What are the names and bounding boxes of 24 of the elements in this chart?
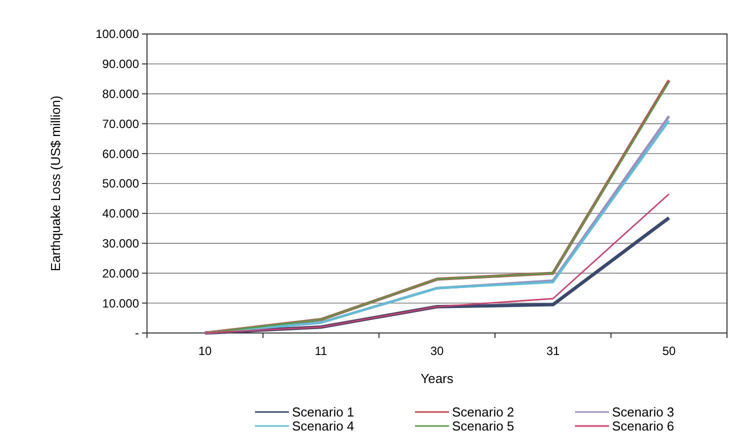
y-tick-label: 60.000 [102, 146, 140, 161]
legend-label: Scenario 3 [612, 404, 674, 420]
legend-label: Scenario 1 [292, 404, 354, 420]
x-tick-label: 30 [430, 344, 444, 358]
y-tick-label: 90.000 [102, 57, 140, 72]
y-tick-label: 40.000 [102, 206, 140, 221]
legend-label: Scenario 5 [452, 418, 514, 434]
y-tick-label: 20.000 [102, 266, 140, 280]
y-tick-label: 30.000 [102, 236, 140, 250]
x-tick-label: 31 [546, 344, 560, 358]
x-tick-label: 50 [662, 344, 676, 358]
y-tick-label: 80.000 [102, 87, 140, 101]
x-tick-label: 11 [314, 344, 328, 358]
x-tick-label: 10 [198, 344, 212, 358]
legend-label: Scenario 6 [612, 418, 674, 434]
legend-label: Scenario 2 [452, 404, 514, 420]
x-axis-title: Years [420, 371, 454, 386]
y-tick-label: 10.000 [102, 296, 140, 310]
y-tick-label: 100.000 [96, 27, 140, 42]
y-tick-label: - [135, 326, 139, 340]
legend-label: Scenario 4 [292, 418, 354, 434]
y-tick-label: 50.000 [102, 176, 140, 191]
y-axis-title: Earthquake Loss (US$ million) [48, 96, 63, 272]
y-tick-label: 70.000 [102, 116, 140, 131]
